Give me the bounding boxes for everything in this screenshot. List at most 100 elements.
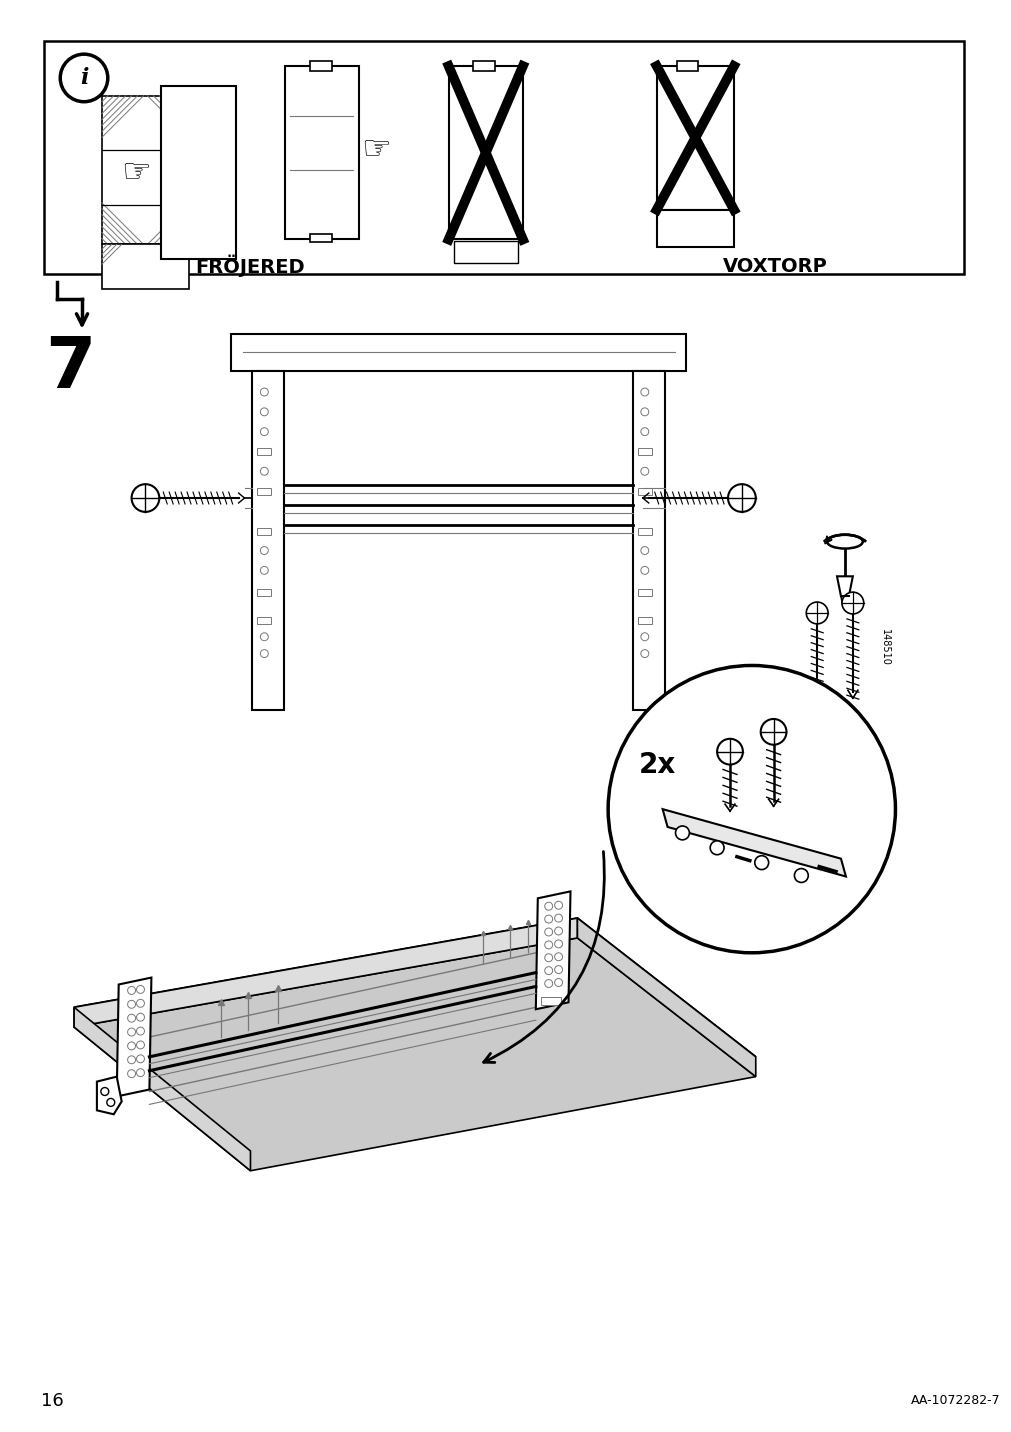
Circle shape: [640, 547, 648, 554]
Circle shape: [841, 593, 863, 614]
Text: 7: 7: [44, 334, 95, 402]
Bar: [257, 488, 271, 495]
Circle shape: [136, 1068, 145, 1077]
Bar: [252, 371, 284, 710]
Polygon shape: [97, 1077, 121, 1114]
Circle shape: [544, 902, 552, 911]
Circle shape: [640, 467, 648, 475]
Circle shape: [260, 633, 268, 640]
Circle shape: [640, 650, 648, 657]
Text: 2x: 2x: [638, 750, 675, 779]
Text: ☞: ☞: [121, 156, 152, 189]
Circle shape: [640, 567, 648, 574]
Bar: [540, 997, 560, 1005]
Text: 148510: 148510: [879, 629, 889, 666]
Bar: [161, 86, 236, 259]
Circle shape: [260, 428, 268, 435]
Circle shape: [101, 1087, 109, 1095]
Bar: [637, 589, 651, 596]
Circle shape: [127, 987, 135, 994]
Bar: [309, 62, 332, 72]
Polygon shape: [577, 918, 755, 1077]
Ellipse shape: [826, 534, 862, 548]
Polygon shape: [74, 1007, 251, 1171]
Polygon shape: [836, 576, 852, 596]
Polygon shape: [662, 809, 845, 876]
Polygon shape: [74, 918, 577, 1027]
Bar: [257, 617, 271, 624]
Circle shape: [640, 633, 648, 640]
Circle shape: [127, 1001, 135, 1008]
Bar: [257, 528, 271, 534]
Bar: [285, 66, 359, 239]
Circle shape: [554, 939, 562, 948]
Polygon shape: [116, 978, 152, 1097]
Circle shape: [554, 914, 562, 922]
Circle shape: [260, 467, 268, 475]
Bar: [637, 528, 651, 534]
Bar: [448, 66, 523, 239]
Circle shape: [544, 928, 552, 937]
Circle shape: [127, 1028, 135, 1035]
Bar: [675, 62, 698, 72]
Bar: [637, 448, 651, 455]
Circle shape: [675, 826, 688, 839]
Circle shape: [260, 650, 268, 657]
Bar: [102, 96, 189, 245]
Circle shape: [544, 967, 552, 975]
Circle shape: [717, 739, 742, 765]
Bar: [637, 617, 651, 624]
Polygon shape: [74, 938, 755, 1171]
Circle shape: [544, 954, 552, 962]
Circle shape: [260, 567, 268, 574]
Circle shape: [127, 1070, 135, 1078]
Circle shape: [640, 388, 648, 397]
Circle shape: [554, 965, 562, 974]
Circle shape: [260, 408, 268, 415]
Circle shape: [806, 601, 827, 624]
Circle shape: [727, 484, 755, 511]
Circle shape: [131, 484, 159, 511]
Bar: [309, 235, 332, 242]
Text: AA-1072282-7: AA-1072282-7: [910, 1395, 1000, 1408]
Bar: [656, 66, 733, 209]
Text: 16: 16: [40, 1392, 64, 1409]
Circle shape: [544, 915, 552, 924]
Text: i: i: [80, 67, 88, 89]
Circle shape: [544, 941, 552, 949]
Bar: [257, 448, 271, 455]
Bar: [632, 371, 664, 710]
Circle shape: [136, 985, 145, 994]
Bar: [44, 42, 962, 274]
Circle shape: [794, 869, 808, 882]
Bar: [656, 209, 733, 248]
Polygon shape: [535, 891, 570, 1010]
Bar: [453, 242, 518, 263]
Bar: [637, 488, 651, 495]
Circle shape: [554, 901, 562, 909]
Circle shape: [554, 978, 562, 987]
Circle shape: [107, 1098, 114, 1107]
Circle shape: [608, 666, 895, 952]
Circle shape: [260, 388, 268, 397]
Circle shape: [544, 979, 552, 988]
Circle shape: [640, 408, 648, 415]
Circle shape: [710, 841, 723, 855]
Polygon shape: [74, 918, 755, 1151]
Bar: [257, 589, 271, 596]
Circle shape: [554, 927, 562, 935]
Bar: [102, 245, 189, 289]
Circle shape: [554, 952, 562, 961]
Bar: [473, 62, 494, 72]
Circle shape: [136, 1014, 145, 1021]
Text: VOXTORP: VOXTORP: [723, 256, 827, 276]
Text: FRÖJERED: FRÖJERED: [195, 255, 305, 278]
Circle shape: [760, 719, 786, 745]
Bar: [231, 334, 685, 371]
Circle shape: [136, 1055, 145, 1063]
Circle shape: [136, 1041, 145, 1048]
Circle shape: [260, 547, 268, 554]
Circle shape: [61, 54, 108, 102]
Circle shape: [136, 1027, 145, 1035]
Circle shape: [136, 1000, 145, 1007]
